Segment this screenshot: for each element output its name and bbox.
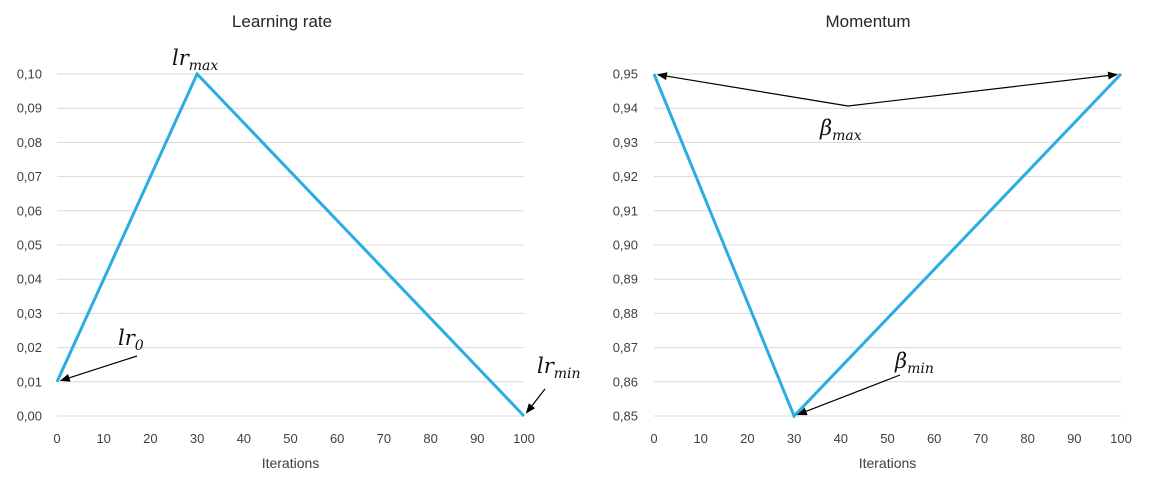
chart-title: Momentum <box>825 12 910 31</box>
y-tick-label: 0,10 <box>17 67 42 82</box>
x-tick-label: 100 <box>513 431 535 446</box>
y-tick-label: 0,90 <box>613 238 638 253</box>
chart-1: Momentum 0,85 0,86 0,87 0,88 0,89 0,90 0,91 0,92… <box>613 12 1132 471</box>
y-tick-label: 0,91 <box>613 203 638 218</box>
annotation-subscript: min <box>554 366 581 382</box>
annotation-arrow <box>847 71 1118 107</box>
x-tick-label: 10 <box>693 431 707 446</box>
x-tick-label: 0 <box>650 431 657 446</box>
y-tick-label: 0,01 <box>17 374 42 389</box>
annotation-label: βmin <box>894 349 934 377</box>
x-tick-label: 50 <box>283 431 297 446</box>
x-tick-label: 70 <box>377 431 391 446</box>
y-tick-label: 0,86 <box>613 374 638 389</box>
annotation-arrow <box>525 388 546 414</box>
annotation-label: βmax <box>819 116 862 144</box>
annotation-subscript: max <box>189 58 219 74</box>
y-tick-label: 0,94 <box>613 101 638 116</box>
y-tick-label: 0,92 <box>613 169 638 184</box>
y-tick-label: 0,08 <box>17 135 42 150</box>
y-tick-label: 0,93 <box>613 135 638 150</box>
x-tick-label: 30 <box>787 431 801 446</box>
y-tick-label: 0,06 <box>17 203 42 218</box>
x-tick-label: 100 <box>1110 431 1132 446</box>
x-tick-label: 90 <box>1067 431 1081 446</box>
y-tick-label: 0,02 <box>17 340 42 355</box>
annotation-subscript: min <box>907 361 934 377</box>
y-tick-label: 0,05 <box>17 238 42 253</box>
annotation-label: lr0 <box>118 326 144 354</box>
y-tick-label: 0,95 <box>613 67 638 82</box>
annotation-subscript: max <box>832 128 862 144</box>
series-line <box>652 72 1123 419</box>
y-tick-label: 0,07 <box>17 169 42 184</box>
x-tick-label: 30 <box>190 431 204 446</box>
x-tick-label: 70 <box>974 431 988 446</box>
y-tick-label: 0,88 <box>613 306 638 321</box>
x-tick-label: 0 <box>53 431 60 446</box>
chart-0: Learning rate 0,00 0,01 0,02 0,03 0,04 0,05 0,0… <box>17 12 581 471</box>
x-tick-label: 60 <box>330 431 344 446</box>
y-tick-label: 0,85 <box>613 409 638 424</box>
x-tick-label: 40 <box>237 431 251 446</box>
y-tick-label: 0,09 <box>17 101 42 116</box>
y-tick-label: 0,04 <box>17 272 42 287</box>
y-tick-label: 0,00 <box>17 409 42 424</box>
x-tick-label: 10 <box>96 431 110 446</box>
annotation-label: lrmax <box>172 46 218 74</box>
annotation-arrow <box>656 72 849 107</box>
x-axis-label: Iterations <box>262 455 320 471</box>
series-line <box>55 71 526 418</box>
x-tick-label: 20 <box>143 431 157 446</box>
x-tick-label: 40 <box>834 431 848 446</box>
annotation-subscript: 0 <box>135 338 144 354</box>
x-axis-label: Iterations <box>859 455 917 471</box>
x-tick-label: 90 <box>470 431 484 446</box>
x-tick-label: 60 <box>927 431 941 446</box>
annotation-label: lrmin <box>537 354 581 382</box>
chart-title: Learning rate <box>232 12 332 31</box>
y-tick-label: 0,03 <box>17 306 42 321</box>
annotation-arrow <box>796 374 901 416</box>
x-tick-label: 80 <box>1020 431 1034 446</box>
annotation-arrow <box>59 355 138 382</box>
x-tick-label: 20 <box>740 431 754 446</box>
y-tick-label: 0,89 <box>613 272 638 287</box>
x-tick-label: 80 <box>423 431 437 446</box>
y-tick-label: 0,87 <box>613 340 638 355</box>
x-tick-label: 50 <box>880 431 894 446</box>
